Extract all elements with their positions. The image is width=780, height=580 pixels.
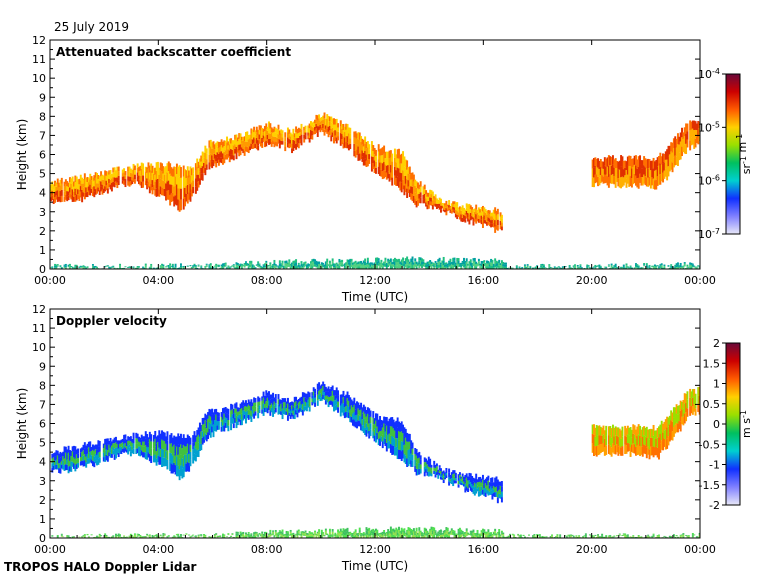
cloud-band-main [51,381,503,504]
date-label: 25 July 2019 [54,20,130,34]
y-tick-label: 11 [32,53,46,66]
x-tick-label: 08:00 [251,543,283,556]
cloud-band-main [50,112,503,233]
colorbar-unit: sr-1 m-1 [735,134,753,174]
y-tick-label: 4 [39,456,46,469]
y-tick-label: 7 [39,129,46,142]
colorbar-tick-label: 10-6 [698,174,720,188]
boundary-layer [50,256,700,269]
y-tick-label: 9 [39,91,46,104]
colorbar-tick-label: 2 [713,337,720,350]
x-tick-label: 04:00 [142,543,174,556]
panel-backscatter: Attenuated backscatter coefficient012345… [15,34,753,304]
x-tick-label: 12:00 [359,543,391,556]
y-tick-label: 1 [39,244,46,257]
colorbar-gradient [725,342,741,506]
y-tick-label: 9 [39,360,46,373]
x-tick-label: 20:00 [576,274,608,287]
data-field [50,381,700,538]
y-tick-label: 12 [32,34,46,47]
colorbar-tick-label: 10-4 [698,67,720,81]
colorbar-tick-label: 0.5 [703,398,721,411]
panel-title: Attenuated backscatter coefficient [56,45,291,59]
y-tick-label: 4 [39,187,46,200]
colorbar-tick-label: -2 [709,499,720,512]
colorbar-tick-label: 10-5 [698,120,720,134]
x-tick-label: 20:00 [576,543,608,556]
y-tick-label: 7 [39,398,46,411]
x-axis-label: Time (UTC) [341,290,408,304]
y-tick-label: 0 [39,532,46,545]
y-tick-label: 3 [39,475,46,488]
y-tick-label: 8 [39,379,46,392]
y-tick-label: 5 [39,437,46,450]
colorbar-tick-label: 1 [713,378,720,391]
y-tick-label: 10 [32,341,46,354]
x-axis-label: Time (UTC) [341,559,408,573]
x-tick-label: 04:00 [142,274,174,287]
y-tick-label: 6 [39,149,46,162]
y-tick-label: 2 [39,225,46,238]
x-tick-label: 00:00 [34,543,66,556]
colorbar: 10-4 10-5 10-6 10-7 sr-1 m-1 [698,67,753,241]
y-tick-label: 6 [39,418,46,431]
colorbar-tick-label: -0.5 [699,438,720,451]
y-tick-label: 3 [39,206,46,219]
colorbar-tick-label: -1.5 [699,479,720,492]
colorbar-tick-label: 10-7 [698,227,720,241]
cloud-band-late [591,386,700,460]
y-tick-label: 8 [39,110,46,123]
x-tick-label: 12:00 [359,274,391,287]
y-tick-label: 11 [32,322,46,335]
y-tick-label: 5 [39,168,46,181]
footer-label: TROPOS HALO Doppler Lidar [4,560,197,574]
colorbar: 2 1.5 1 0.5 0 -0.5 -1 -1.5 -2 m s-1 [699,337,753,512]
cloud-band-late [591,120,700,190]
x-tick-label: 16:00 [467,274,499,287]
x-tick-label: 00:00 [684,543,716,556]
y-tick-label: 2 [39,494,46,507]
y-tick-label: 0 [39,263,46,276]
y-axis-label: Height (km) [15,388,29,459]
x-tick-label: 08:00 [251,274,283,287]
colorbar-tick-label: -1 [709,459,720,472]
x-tick-label: 00:00 [34,274,66,287]
data-field [50,112,700,269]
x-tick-label: 00:00 [684,274,716,287]
y-axis-label: Height (km) [15,119,29,190]
colorbar-tick-label: 0 [713,418,720,431]
panel-title: Doppler velocity [56,314,167,328]
y-tick-label: 1 [39,513,46,526]
colorbar-unit: m s-1 [739,410,753,438]
y-tick-label: 10 [32,72,46,85]
y-tick-label: 12 [32,303,46,316]
x-tick-label: 16:00 [467,543,499,556]
colorbar-tick-label: 1.5 [703,357,721,370]
colorbar-gradient [725,73,741,235]
